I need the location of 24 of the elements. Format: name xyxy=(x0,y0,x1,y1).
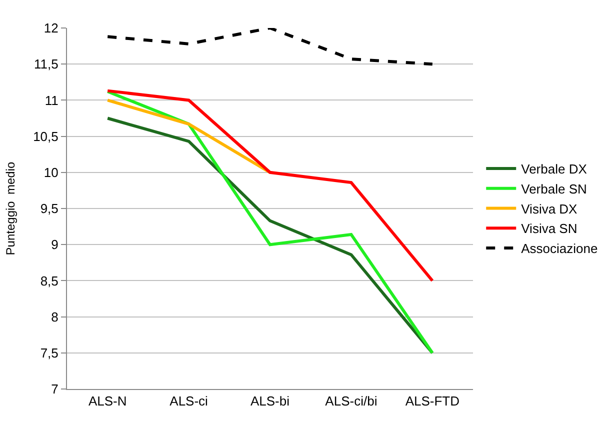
x-tick-label: ALS-FTD xyxy=(405,394,460,409)
x-tick-label: ALS-N xyxy=(88,394,127,409)
y-tick-label: 11 xyxy=(44,92,58,108)
legend-label: Verbale DX xyxy=(521,162,588,177)
y-tick-label: 9 xyxy=(51,237,58,252)
y-tick-label: 10,5 xyxy=(33,128,58,144)
y-tick-label: 7 xyxy=(51,382,58,397)
y-tick-label: 8 xyxy=(51,309,58,324)
y-tick-label: 8,5 xyxy=(40,273,58,288)
y-tick-label: 12 xyxy=(44,20,58,36)
x-tick-label: ALS-bi xyxy=(250,394,290,409)
x-tick-label: ALS-ci xyxy=(170,394,208,409)
line-series xyxy=(106,28,434,66)
x-tick-label: ALS-ci/bi xyxy=(325,394,378,409)
y-tick-label: 11,5 xyxy=(34,56,58,72)
y-tick-label: 9,5 xyxy=(40,201,58,216)
legend-label: Associazione xyxy=(521,241,598,256)
y-tick-label: 7,5 xyxy=(40,345,58,360)
y-tick-label: 10 xyxy=(44,164,58,180)
legend-label: Visiva SN xyxy=(521,221,578,236)
y-axis-title: Punteggio medio xyxy=(3,161,18,256)
line-series xyxy=(106,89,434,282)
legend-label: Visiva DX xyxy=(521,201,578,216)
legend-label: Verbale SN xyxy=(521,181,587,196)
